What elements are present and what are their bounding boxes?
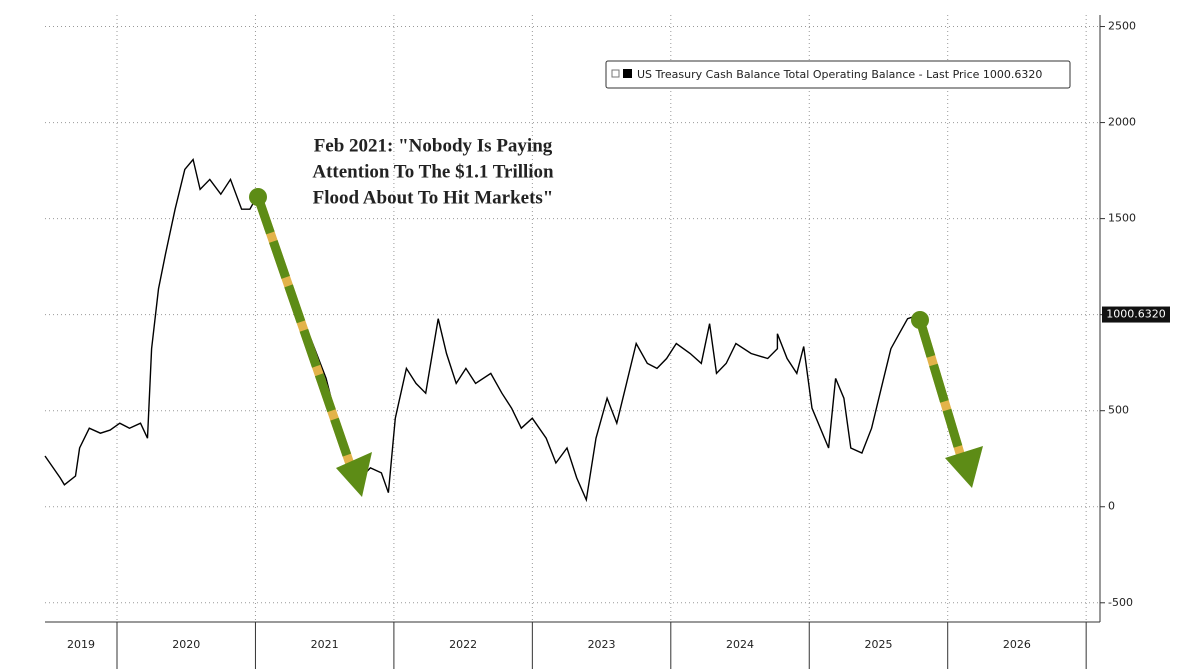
x-tick-label: 2022 [449, 638, 477, 651]
x-tick-label: 2020 [172, 638, 200, 651]
annotation: Feb 2021: "Nobody Is Paying [314, 135, 553, 156]
y-tick-label: -500 [1108, 596, 1133, 609]
annotation: Flood About To Hit Markets" [313, 187, 554, 208]
legend-toggle [611, 69, 620, 78]
line [44, 157, 921, 503]
x-tick-label: 2024 [726, 638, 754, 651]
x-tick-label: 2026 [1003, 638, 1031, 651]
legend-text: US Treasury Cash Balance Total Operating… [637, 68, 1042, 81]
x-tick-label: 2025 [864, 638, 892, 651]
legend-swatch [623, 69, 632, 78]
x-tick-label: 2021 [311, 638, 339, 651]
annotation: Attention To The $1.1 Trillion [312, 161, 554, 182]
y-tick-label: 500 [1108, 404, 1129, 417]
y-tick-label: 1500 [1108, 212, 1136, 225]
arrow-2 [911, 311, 983, 488]
legend-box [605, 60, 1071, 89]
last-price-label: 1000.6320 [1106, 308, 1166, 321]
y-tick-label: 0 [1108, 500, 1115, 513]
x-tick-label: 2023 [588, 638, 616, 651]
x-tick-label: 2019 [67, 638, 95, 651]
last-price-box [1102, 306, 1170, 323]
y-tick-label: 2500 [1108, 20, 1136, 33]
arrow-1 [249, 188, 372, 497]
y-tick-label: 2000 [1108, 116, 1136, 129]
